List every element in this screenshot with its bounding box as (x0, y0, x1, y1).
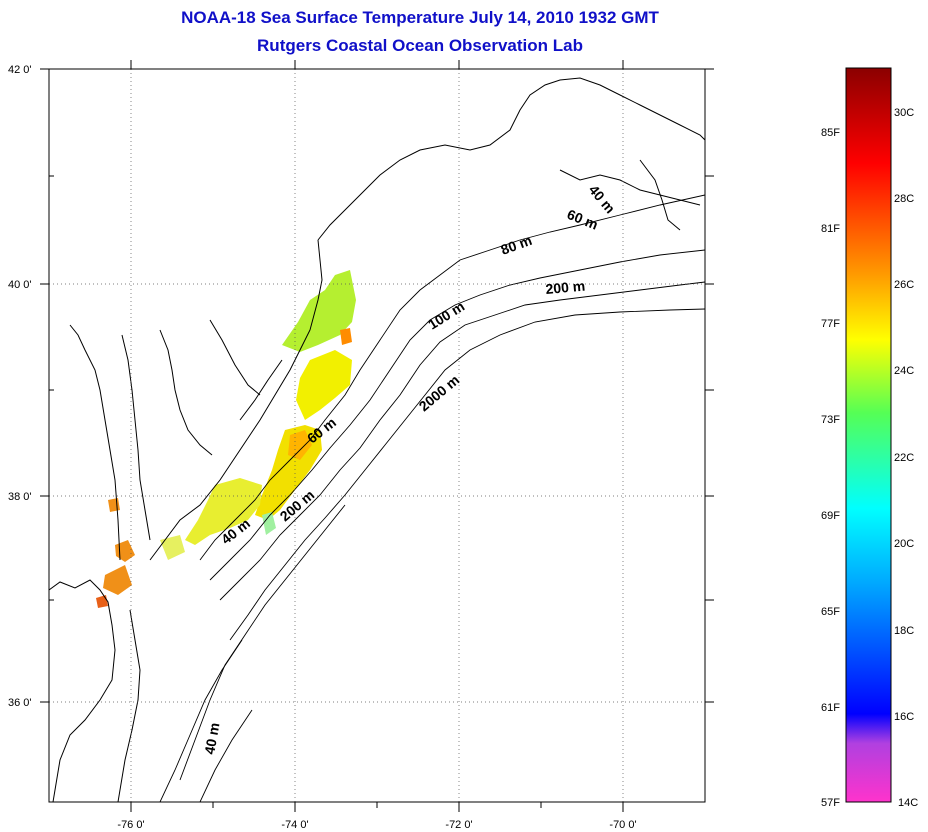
contour-label: 80 m (499, 232, 534, 258)
colorbar-c-label: 30C (894, 107, 914, 119)
bathymetry (159, 194, 705, 802)
sst-patch-bay-1 (115, 540, 135, 562)
lat-label: 36 0' (8, 697, 32, 709)
colorbar-f-label: 73F (821, 414, 840, 426)
colorbar-c-label: 28C (894, 193, 914, 205)
lat-labels: 42 0' 40 0' 38 0' 36 0' (8, 64, 32, 709)
lat-label: 38 0' (8, 491, 32, 503)
lat-label: 40 0' (8, 279, 32, 291)
colorbar-f-label: 57F (821, 797, 840, 809)
lon-label: -70 0' (609, 819, 636, 831)
map-title: NOAA-18 Sea Surface Temperature July 14,… (181, 8, 659, 27)
sst-patch-chesapeake-mouth (185, 478, 262, 545)
colorbar-c-label: 20C (894, 538, 914, 550)
colorbar-c-label: 26C (894, 279, 914, 291)
sst-patch-bay-4 (108, 498, 120, 512)
lon-labels: -76 0' -74 0' -72 0' -70 0' (117, 819, 636, 831)
colorbar-c-label: 18C (894, 625, 914, 637)
sst-patch-bay-5 (160, 535, 185, 560)
lon-label: -76 0' (117, 819, 144, 831)
sst-patch-bay-2 (103, 565, 132, 595)
sst-patch-nj-north (282, 270, 356, 352)
contour-label: 200 m (545, 278, 586, 297)
colorbar-f-label: 81F (821, 223, 840, 235)
sst-patch-warm-2 (340, 328, 352, 345)
colorbar-f-label: 65F (821, 606, 840, 618)
colorbar-f-label: 61F (821, 702, 840, 714)
colorbar-fahrenheit-labels: 85F 81F 77F 73F 69F 65F 61F 57F (821, 127, 840, 809)
plot-frame (48, 68, 706, 803)
colorbar-c-label: 14C (898, 797, 918, 809)
sst-patch-warm-1 (288, 430, 312, 460)
colorbar-c-label: 24C (894, 365, 914, 377)
contour-label: 60 m (304, 414, 339, 446)
colorbar-f-label: 85F (821, 127, 840, 139)
contour-label: 40 m (201, 721, 222, 755)
lon-label: -72 0' (445, 819, 472, 831)
colorbar-celsius-labels: 30C 28C 26C 24C 22C 20C 18C 16C 14C (894, 107, 918, 809)
sst-patch-bay-3 (96, 595, 108, 608)
coastline (49, 77, 705, 802)
contour-label: 60 m (565, 206, 601, 233)
colorbar-c-label: 16C (894, 711, 914, 723)
colorbar-f-label: 77F (821, 318, 840, 330)
map-subtitle: Rutgers Coastal Ocean Observation Lab (257, 36, 583, 55)
contour-label: 40 m (586, 182, 619, 217)
sst-patch-cool (262, 512, 276, 535)
sst-patch-nj-shelf (296, 350, 352, 420)
colorbar-c-label: 22C (894, 452, 914, 464)
lon-label: -74 0' (281, 819, 308, 831)
graticule (49, 69, 705, 802)
contour-labels: 40 m 60 m 80 m 200 m 100 m 2000 m 60 m 2… (201, 182, 618, 756)
colorbar-f-label: 69F (821, 510, 840, 522)
colorbar (845, 67, 892, 803)
axis-ticks (40, 60, 714, 812)
lat-label: 42 0' (8, 64, 32, 76)
